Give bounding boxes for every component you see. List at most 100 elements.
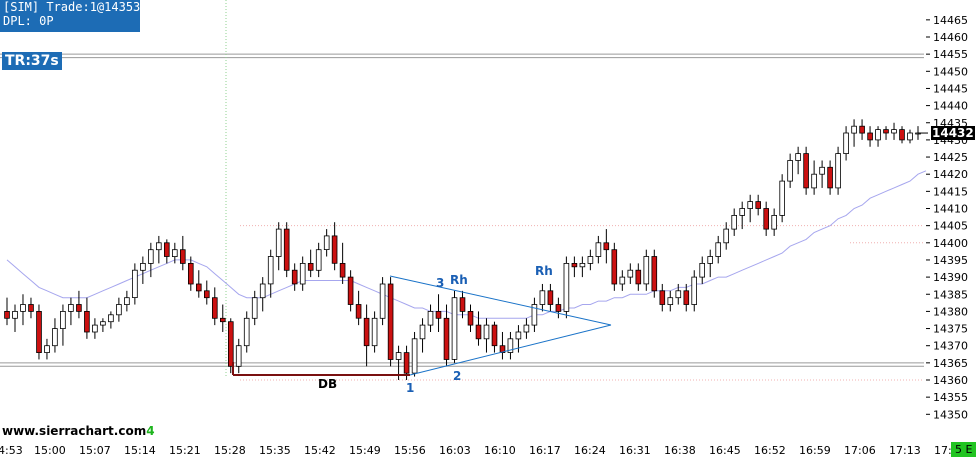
candle bbox=[307, 249, 314, 278]
price-tick-label: 14380 bbox=[933, 305, 968, 318]
up-candle-body bbox=[875, 129, 881, 141]
candle bbox=[100, 318, 106, 332]
candle bbox=[147, 242, 154, 278]
resistance-high-label-2: Rh bbox=[535, 264, 553, 278]
down-candle-body bbox=[635, 269, 642, 285]
candle bbox=[851, 119, 857, 147]
candle bbox=[323, 229, 330, 257]
up-candle-body bbox=[52, 328, 58, 347]
candle bbox=[907, 129, 913, 144]
down-candle-body bbox=[347, 276, 354, 305]
candle bbox=[379, 277, 386, 326]
candle bbox=[291, 263, 298, 291]
time-tick-label: 17:06 bbox=[844, 444, 876, 457]
pattern-point-2-label: 2 bbox=[453, 369, 461, 383]
candle bbox=[4, 297, 10, 326]
dpl-line: DPL: 0P bbox=[3, 14, 54, 28]
candle bbox=[435, 294, 442, 332]
price-tick-label: 14395 bbox=[933, 254, 968, 267]
up-candle-body bbox=[451, 297, 458, 360]
time-tick-label: 15:56 bbox=[394, 444, 426, 457]
down-candle-body bbox=[467, 310, 474, 326]
candle bbox=[28, 297, 34, 319]
time-tick-label: 15:28 bbox=[214, 444, 246, 457]
up-candle-body bbox=[243, 317, 250, 347]
corner-status-badge: 5 E bbox=[951, 442, 977, 457]
candle bbox=[627, 263, 634, 284]
candle bbox=[539, 283, 546, 312]
candle bbox=[355, 290, 362, 326]
candle bbox=[163, 239, 170, 264]
down-candle-body bbox=[203, 290, 210, 299]
down-candle-body bbox=[363, 317, 370, 347]
up-candle-body bbox=[835, 153, 841, 189]
time-tick-label: 16:38 bbox=[664, 444, 696, 457]
down-candle-body bbox=[651, 256, 658, 292]
down-candle-body bbox=[763, 208, 769, 230]
price-tick-label: 14460 bbox=[933, 31, 968, 44]
up-candle-body bbox=[155, 242, 162, 251]
price-tick-label: 14350 bbox=[933, 408, 968, 421]
candle bbox=[267, 249, 274, 298]
candle bbox=[371, 311, 378, 353]
up-candle-body bbox=[371, 317, 378, 347]
up-candle-body bbox=[739, 208, 745, 216]
down-candle-body bbox=[859, 125, 865, 134]
candle bbox=[547, 283, 554, 312]
down-candle-body bbox=[76, 304, 82, 312]
candle bbox=[132, 263, 138, 305]
candle bbox=[387, 277, 394, 367]
down-candle-body bbox=[571, 262, 578, 268]
candle bbox=[483, 318, 490, 353]
candle bbox=[499, 331, 506, 360]
down-candle-body bbox=[499, 345, 506, 354]
up-candle-body bbox=[587, 256, 594, 264]
up-candle-body bbox=[699, 262, 705, 278]
candle bbox=[563, 256, 570, 319]
up-candle-body bbox=[795, 153, 801, 161]
up-candle-body bbox=[267, 256, 274, 285]
down-candle-body bbox=[219, 317, 226, 323]
candle bbox=[763, 201, 769, 236]
brand-text[interactable]: www.sierrachart.com bbox=[2, 424, 147, 438]
down-candle-body bbox=[803, 153, 809, 189]
brand-watermark[interactable]: www.sierrachart.com4 bbox=[2, 424, 155, 438]
candle bbox=[707, 249, 713, 278]
up-candle-body bbox=[531, 304, 538, 326]
price-tick-label: 14415 bbox=[933, 185, 968, 198]
candle bbox=[187, 256, 194, 291]
down-candle-body bbox=[84, 310, 90, 333]
candle bbox=[787, 153, 793, 188]
down-candle-body bbox=[28, 304, 34, 312]
pattern-lines-layer bbox=[232, 275, 612, 376]
candle bbox=[691, 270, 697, 312]
up-candle-body bbox=[259, 283, 266, 299]
sim-trade-line: [SIM] Trade:1@14353 bbox=[3, 0, 141, 14]
candle bbox=[675, 283, 682, 305]
down-candle-body bbox=[211, 297, 218, 319]
price-tick-label: 14355 bbox=[933, 391, 968, 404]
down-candle-body bbox=[475, 324, 482, 340]
down-candle-body bbox=[683, 290, 690, 305]
double-bottom-label: DB bbox=[318, 377, 337, 391]
down-candle-body bbox=[187, 262, 194, 285]
down-candle-body bbox=[459, 297, 466, 312]
time-tick-label: 16:59 bbox=[799, 444, 831, 457]
candle bbox=[747, 194, 753, 223]
candle bbox=[347, 270, 354, 312]
candle bbox=[315, 242, 322, 278]
price-tick-label: 14375 bbox=[933, 323, 968, 336]
time-tick-label: 15:07 bbox=[79, 444, 111, 457]
upper-trend-line bbox=[389, 275, 612, 326]
price-tick-label: 14390 bbox=[933, 271, 968, 284]
candle bbox=[867, 126, 873, 147]
down-candle-body bbox=[755, 201, 761, 209]
candle bbox=[611, 242, 618, 291]
moving-average-line bbox=[6, 170, 927, 319]
brand-suffix: 4 bbox=[146, 424, 155, 438]
down-candle-body bbox=[4, 310, 10, 319]
up-candle-body bbox=[124, 297, 130, 306]
up-candle-body bbox=[851, 125, 857, 134]
candle bbox=[92, 318, 98, 339]
